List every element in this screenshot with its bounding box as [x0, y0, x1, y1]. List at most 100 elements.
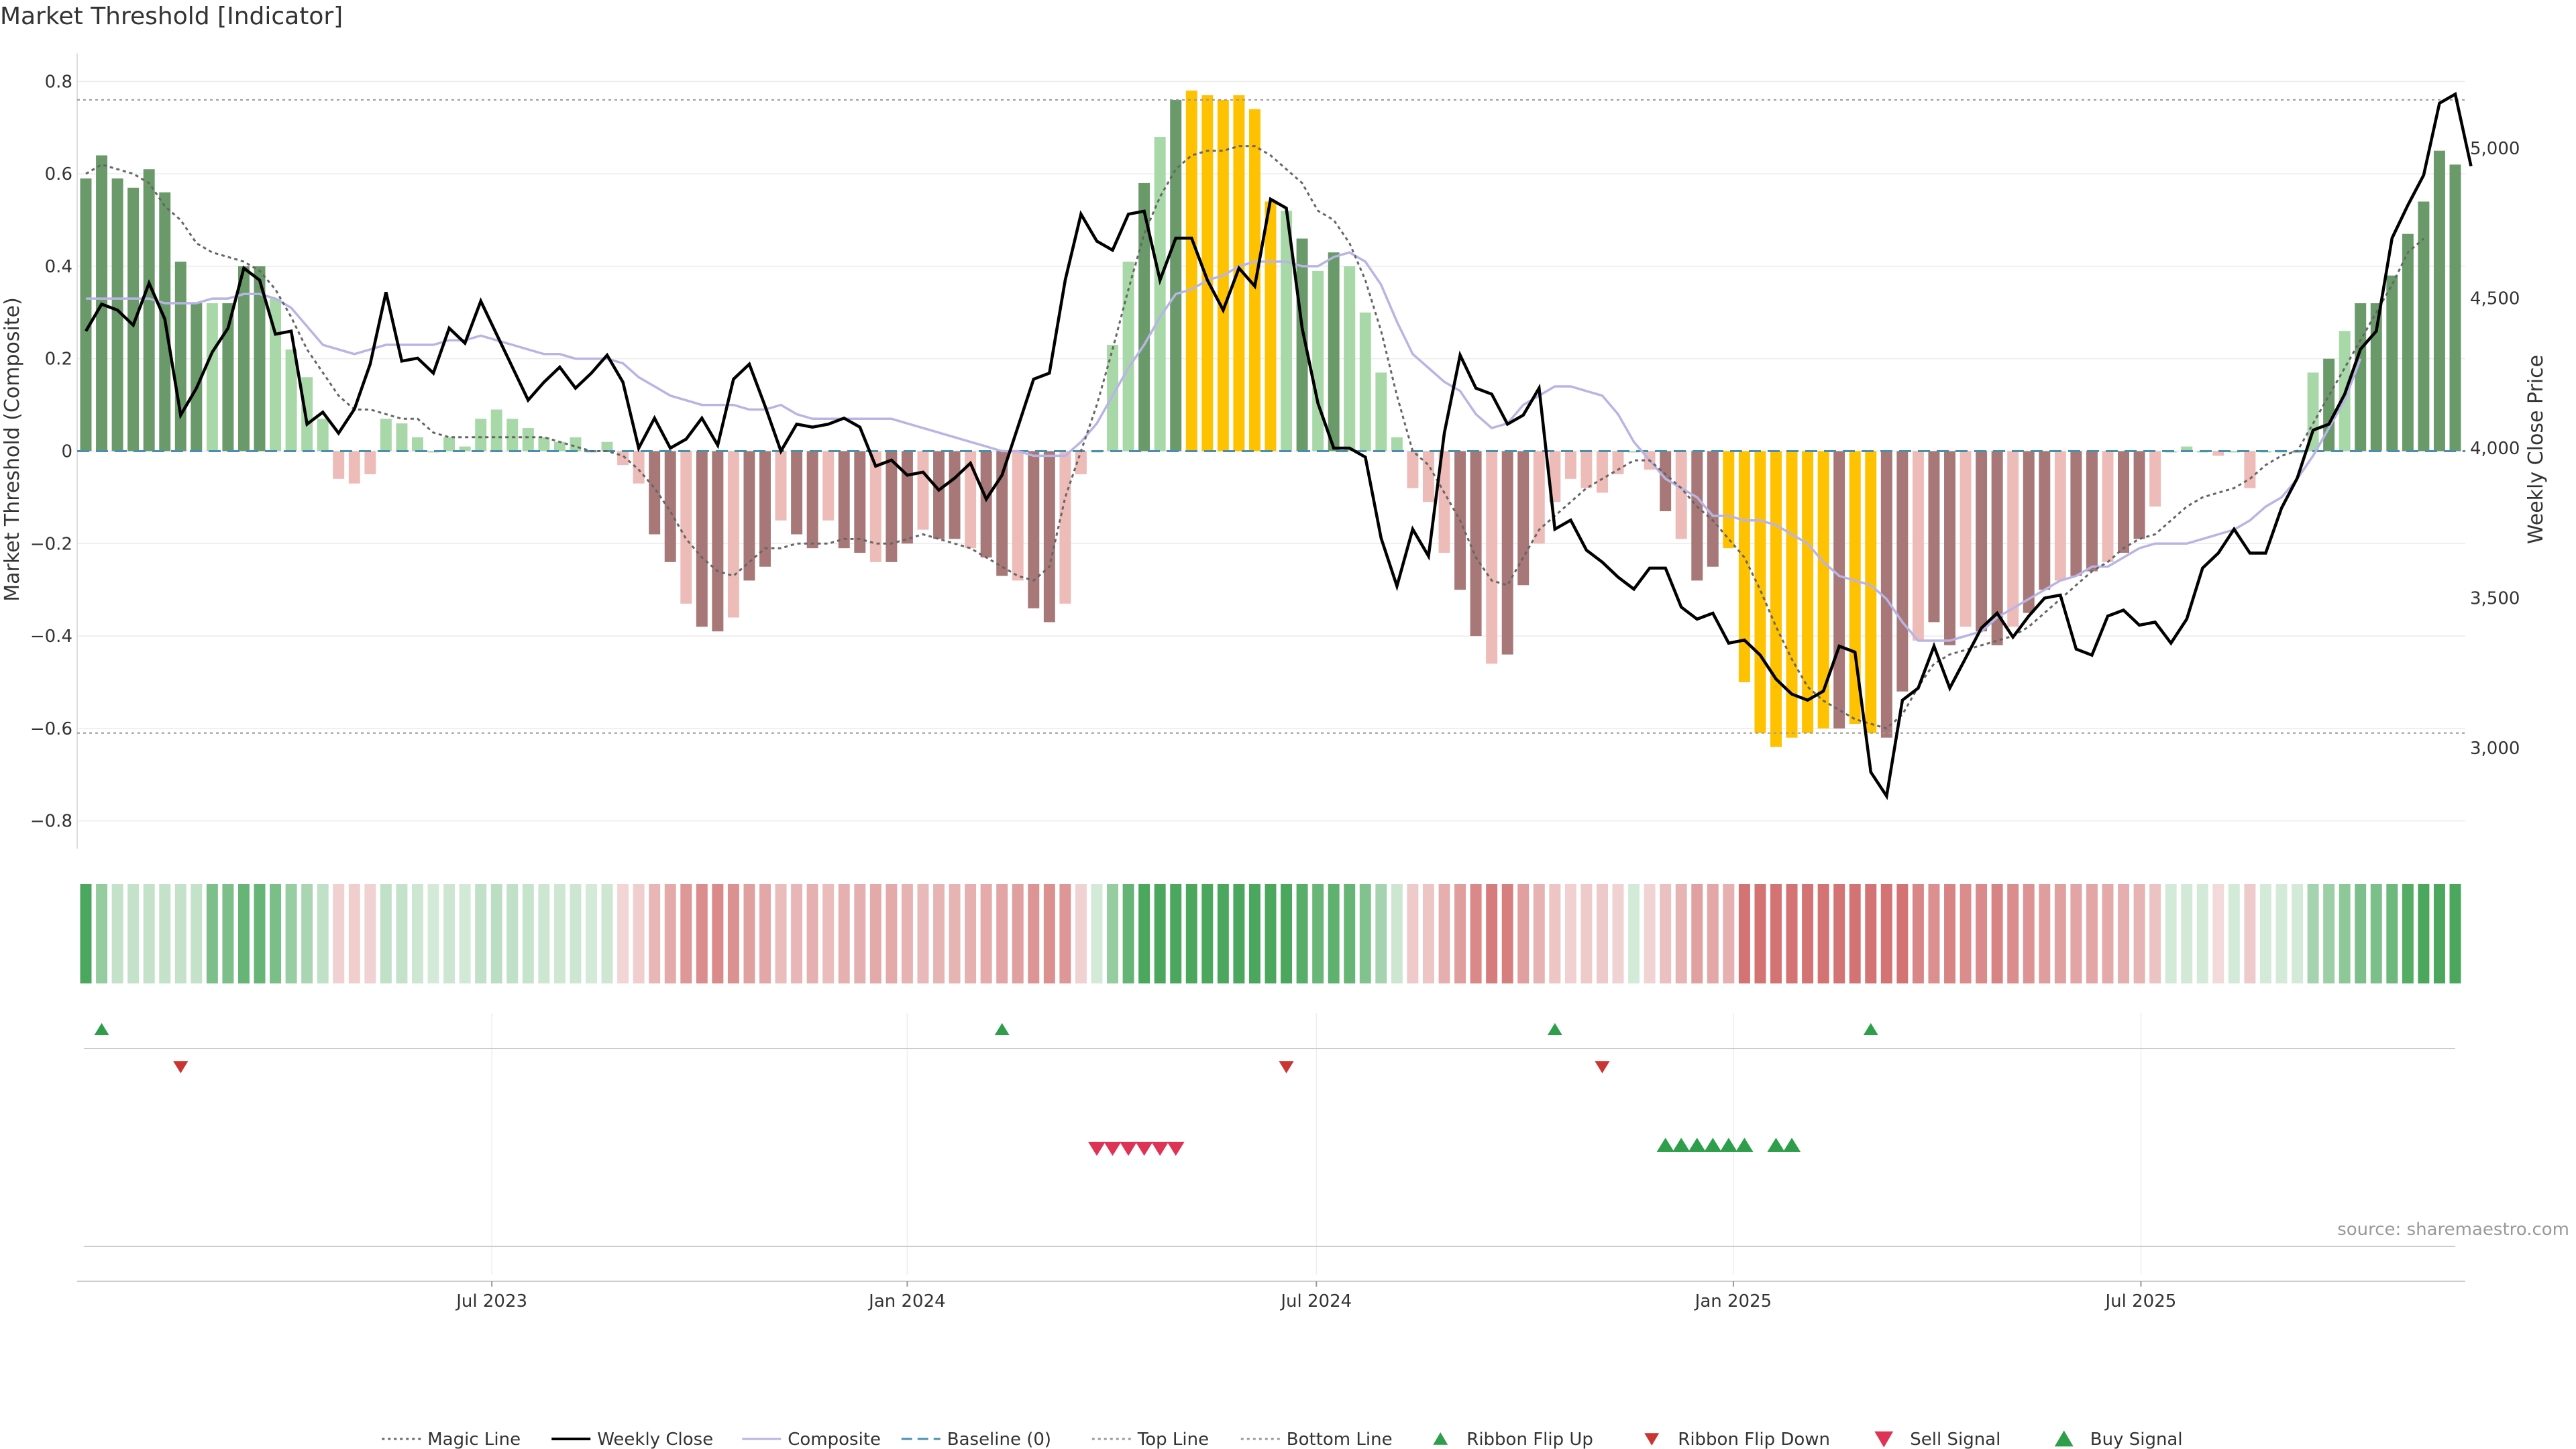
- composite-bar: [127, 187, 140, 451]
- composite-bar: [1675, 451, 1687, 539]
- ribbon-cell: [570, 884, 582, 983]
- ribbon-cell: [1407, 884, 1419, 983]
- ribbon-cell: [553, 884, 566, 983]
- composite-bar: [254, 266, 266, 451]
- composite-bar: [1738, 451, 1750, 682]
- composite-bar: [1660, 451, 1672, 512]
- ribbon-cell: [2292, 884, 2304, 983]
- ribbon-cell: [1770, 884, 1782, 983]
- ribbon-cell: [2355, 884, 2367, 983]
- ribbon-cell: [901, 884, 913, 983]
- legend-label: Magic Line: [427, 1430, 521, 1449]
- ribbon-cell: [838, 884, 850, 983]
- ribbon-cell: [2339, 884, 2351, 983]
- ribbon-cell: [270, 884, 282, 983]
- legend-swatch: [1644, 1433, 1660, 1446]
- composite-bar: [2039, 451, 2051, 590]
- ribbon-cell: [1075, 884, 1087, 983]
- ribbon-cell: [1817, 884, 1829, 983]
- composite-bar: [1612, 451, 1624, 474]
- composite-bar: [1201, 95, 1214, 451]
- y-tick-label-left: −0.4: [30, 627, 72, 647]
- ribbon-cell: [111, 884, 123, 983]
- ribbon-cell: [2212, 884, 2224, 983]
- ribbon-cell: [885, 884, 898, 983]
- composite-bar: [1312, 270, 1324, 451]
- composite-bar: [1880, 451, 1892, 738]
- ribbon-cell: [617, 884, 629, 983]
- ribbon-cell: [933, 884, 945, 983]
- ribbon-cell: [538, 884, 550, 983]
- composite-bar: [206, 303, 218, 451]
- composite-bar: [1991, 451, 2003, 645]
- ribbon-cell: [2418, 884, 2430, 983]
- ribbon-cell: [1217, 884, 1229, 983]
- ribbon-cell: [1107, 884, 1119, 983]
- x-tick-label: Jan 2024: [867, 1291, 946, 1311]
- sell-signal-marker: [1120, 1142, 1138, 1156]
- composite-bar: [1043, 451, 1055, 623]
- composite-bar: [838, 451, 850, 549]
- composite-bar: [1770, 451, 1782, 747]
- y-tick-label-left: 0.4: [45, 257, 72, 277]
- composite-bar: [2307, 372, 2319, 451]
- ribbon-cell: [2449, 884, 2461, 983]
- ribbon-cell: [664, 884, 676, 983]
- composite-bar: [111, 178, 123, 451]
- legend-label: Ribbon Flip Up: [1466, 1430, 1593, 1449]
- ribbon-cell: [1549, 884, 1561, 983]
- chart-title: Market Threshold [Indicator]: [0, 3, 343, 30]
- ribbon-cell: [1312, 884, 1324, 983]
- composite-bar: [2023, 451, 2035, 613]
- composite-bar: [1028, 451, 1040, 608]
- y-tick-label-right: 4,500: [2470, 288, 2520, 309]
- composite-bar: [2007, 451, 2019, 627]
- composite-bar: [538, 437, 550, 451]
- ribbon-cell: [791, 884, 803, 983]
- composite-bar: [2070, 451, 2082, 576]
- ribbon-cell: [174, 884, 186, 983]
- composite-bar: [2433, 150, 2445, 451]
- ribbon-cell: [2275, 884, 2288, 983]
- ribbon-flip-up-marker: [1863, 1023, 1878, 1035]
- composite-bar: [2418, 201, 2430, 451]
- ribbon-cell: [965, 884, 977, 983]
- ribbon-cell: [633, 884, 645, 983]
- ribbon-cell: [1880, 884, 1892, 983]
- composite-bar: [2449, 164, 2461, 451]
- composite-bar: [285, 349, 297, 451]
- ribbon-cell: [1644, 884, 1656, 983]
- composite-bar: [459, 446, 471, 451]
- x-tick-label: Jul 2023: [455, 1291, 527, 1311]
- composite-bar: [222, 303, 234, 451]
- ribbon-cell: [996, 884, 1008, 983]
- ribbon-cell: [301, 884, 313, 983]
- composite-bar: [1501, 451, 1513, 655]
- composite-bar: [2086, 451, 2098, 572]
- ribbon-cell: [2054, 884, 2066, 983]
- composite-bar: [1012, 451, 1024, 581]
- composite-bar: [633, 451, 645, 484]
- buy-signal-marker: [1688, 1138, 1706, 1152]
- ribbon-cell: [1375, 884, 1387, 983]
- legend-label: Composite: [788, 1430, 881, 1449]
- composite-bar: [1549, 451, 1561, 502]
- ribbon-cell: [191, 884, 203, 983]
- composite-bar: [1359, 312, 1371, 451]
- ribbon-cell: [822, 884, 835, 983]
- composite-bar: [1138, 182, 1150, 451]
- y-axis-title-left: Market Threshold (Composite): [1, 297, 24, 602]
- sell-signal-marker: [1104, 1142, 1122, 1156]
- ribbon-cell: [2149, 884, 2161, 983]
- ribbon-cell: [980, 884, 992, 983]
- composite-bar: [553, 441, 566, 451]
- ribbon-cell: [2086, 884, 2098, 983]
- ribbon-cell: [2323, 884, 2335, 983]
- composite-bar: [443, 437, 455, 451]
- ribbon-cell: [1564, 884, 1576, 983]
- composite-bar: [380, 419, 392, 451]
- composite-bar: [965, 451, 977, 549]
- ribbon-cell: [1344, 884, 1356, 983]
- composite-bar: [2212, 451, 2224, 456]
- ribbon-cell: [490, 884, 502, 983]
